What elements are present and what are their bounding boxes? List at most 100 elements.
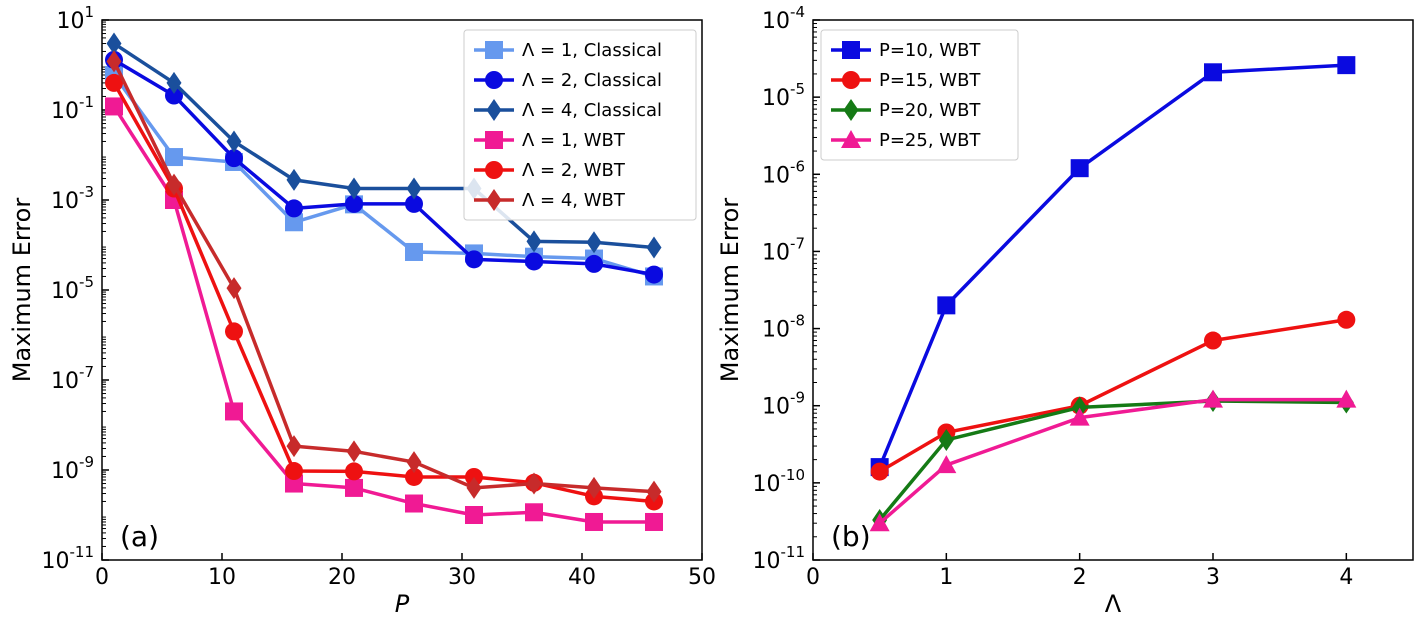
y-tick-exponent: -7 [790, 234, 805, 252]
series-Λ = 1, WBT [105, 97, 663, 531]
y-tick-base: 10 [753, 549, 781, 574]
y-tick-base: 10 [762, 395, 790, 420]
y-tick-label: 10-4 [762, 3, 805, 34]
legend-label: Λ = 2, Classical [522, 70, 662, 91]
legend-marker [841, 130, 861, 148]
legend-item: P=20, WBT [831, 99, 981, 121]
legend-item: Λ = 1, WBT [474, 130, 626, 151]
y-tick-base: 10 [51, 369, 79, 394]
legend-label: P=20, WBT [879, 100, 981, 121]
y-tick-label: 10-9 [762, 389, 805, 420]
series-line [112, 60, 655, 494]
y-axis-label-a: Maximum Error [8, 198, 36, 383]
series-line [112, 82, 655, 504]
y-tick-label: 101 [56, 3, 94, 34]
series-line [112, 105, 654, 524]
data-point [937, 296, 956, 315]
data-point [870, 462, 889, 481]
panel-label-a: (a) [120, 520, 159, 553]
legend-box [820, 29, 1019, 161]
y-tick-base: 10 [42, 549, 70, 574]
y-tick-label: 10-10 [753, 466, 806, 497]
data-point [586, 476, 602, 499]
plot-frame-b [812, 19, 1414, 561]
legend-item: P=25, WBT [831, 130, 981, 151]
legend-label: P=25, WBT [879, 130, 981, 151]
y-tick-label: 10-7 [762, 234, 805, 265]
legend-label: P=15, WBT [879, 70, 981, 91]
x-tick-label: 0 [806, 565, 820, 590]
y-tick-exponent: -9 [790, 389, 805, 407]
x-tick-label: 20 [328, 565, 356, 590]
data-point [936, 455, 957, 474]
data-point [285, 199, 303, 218]
x-tick-label: 4 [1339, 565, 1353, 590]
data-point [526, 230, 542, 253]
y-tick-label: 10-5 [51, 273, 94, 304]
data-point [285, 474, 303, 493]
data-point [406, 451, 422, 474]
series-layer-a [105, 32, 663, 531]
y-tick-base: 10 [762, 240, 790, 265]
y-tick-exponent: -6 [790, 157, 805, 175]
legend-label: P=10, WBT [879, 40, 981, 61]
series-line [113, 58, 655, 277]
data-point [286, 168, 302, 191]
legend-label: Λ = 4, Classical [522, 100, 662, 121]
data-point [1070, 159, 1089, 178]
y-tick-exponent: -3 [79, 183, 94, 201]
y-tick-label: 10-6 [762, 157, 805, 188]
data-point [226, 130, 242, 153]
series-line [113, 42, 655, 250]
x-axis-label-a: P [395, 590, 410, 618]
data-point [225, 322, 243, 341]
legend-marker [485, 161, 503, 179]
legend-b: P=10, WBT P=15, WBT P=20, WBT P=25, WBT [820, 29, 1019, 161]
legend-marker [485, 41, 503, 59]
y-tick-base: 10 [56, 9, 84, 34]
data-point [345, 194, 363, 213]
y-tick-exponent: -5 [790, 80, 805, 98]
y-tick-label: 10-5 [762, 80, 805, 111]
data-point [525, 252, 543, 271]
data-point [1204, 63, 1222, 82]
legend-label: Λ = 2, WBT [522, 160, 626, 181]
series-layer-b [869, 56, 1357, 532]
y-tick-base: 10 [51, 99, 79, 124]
data-point [645, 512, 663, 531]
data-point [226, 277, 242, 300]
data-point [106, 32, 122, 55]
panel-a: 0 10 20 30 40 5010110-110-310-510-710-910-11 … [8, 3, 716, 618]
data-point [526, 472, 542, 495]
y-tick-exponent: -8 [790, 312, 805, 330]
series-line [878, 399, 1347, 522]
y-tick-exponent: -7 [79, 363, 94, 381]
data-point [286, 435, 302, 458]
y-tick-label: 10-11 [42, 543, 95, 574]
data-point [646, 480, 662, 503]
series-P=15, WBT [870, 310, 1356, 481]
data-point [225, 402, 243, 421]
data-point [166, 173, 182, 196]
x-tick-label: 30 [448, 565, 476, 590]
panel-label-b: (b) [831, 520, 871, 553]
data-point [405, 467, 423, 486]
legend-item: Λ = 4, Classical [474, 99, 662, 121]
data-point [646, 236, 662, 259]
legend-a: Λ = 1, Classical Λ = 2, Classical Λ = 4, C… [463, 29, 697, 221]
data-point [1203, 389, 1223, 408]
data-point [165, 86, 183, 105]
data-point [225, 149, 243, 168]
data-point [869, 513, 890, 532]
y-tick-exponent: -9 [79, 453, 94, 471]
y-tick-base: 10 [51, 279, 79, 304]
data-point [465, 250, 483, 269]
data-point [105, 73, 123, 92]
data-point [586, 231, 602, 254]
legend-marker [485, 131, 503, 149]
legend-item: Λ = 1, Classical [474, 40, 662, 61]
y-tick-label: 10-1 [51, 93, 94, 124]
y-tick-label: 10-11 [753, 543, 806, 574]
